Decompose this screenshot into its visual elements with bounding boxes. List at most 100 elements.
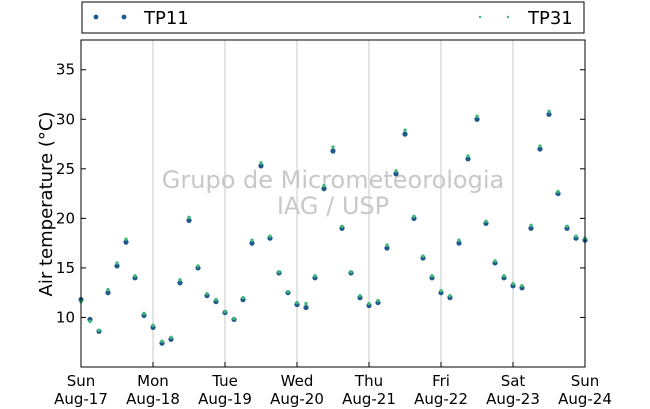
x-tick-label-day: Thu [354, 372, 383, 390]
y-tick-label: 30 [56, 110, 75, 128]
data-point-tp31 [385, 243, 389, 247]
data-point-tp31 [511, 282, 515, 286]
data-point-tp11 [105, 290, 111, 296]
data-point-tp11 [537, 146, 543, 152]
x-tick-label-date: Aug-22 [414, 390, 468, 408]
x-tick-label-day: Sat [501, 372, 526, 390]
data-point-tp11 [465, 156, 471, 162]
x-axis-ticks: SunAug-17MonAug-18TueAug-19WedAug-20ThuA… [54, 362, 612, 408]
x-tick-label-date: Aug-24 [558, 390, 612, 408]
legend-marker-tp11-a [93, 14, 99, 20]
data-point-tp31 [196, 264, 200, 268]
data-point-tp31 [421, 254, 425, 258]
x-tick-label-date: Aug-19 [198, 390, 252, 408]
data-point-tp11 [321, 186, 327, 192]
data-point-tp31 [178, 278, 182, 282]
data-point-tp31 [556, 189, 560, 194]
y-tick-label: 20 [56, 209, 75, 227]
data-point-tp11 [528, 225, 534, 231]
data-point-tp31 [187, 215, 191, 220]
x-tick-label-day: Wed [281, 372, 314, 390]
data-point-tp11 [123, 239, 129, 245]
watermark-line-2: IAG / USP [277, 192, 389, 220]
data-point-tp31 [214, 297, 218, 302]
x-tick-label-date: Aug-20 [270, 390, 324, 408]
data-point-tp31 [502, 274, 506, 278]
data-point-tp31 [133, 274, 137, 278]
data-point-tp31 [250, 238, 254, 242]
x-tick-label-date: Aug-21 [342, 390, 396, 408]
data-point-tp11 [258, 163, 264, 169]
data-point-tp31 [574, 234, 578, 238]
data-point-tp31 [277, 270, 281, 274]
data-point-tp31 [349, 270, 353, 274]
x-tick-label-day: Fri [432, 372, 450, 390]
plot-background [81, 40, 585, 367]
data-point-tp11 [456, 240, 462, 246]
data-point-tp31 [475, 114, 479, 119]
data-point-tp31 [295, 300, 299, 305]
data-point-tp31 [367, 301, 371, 306]
data-point-tp11 [474, 116, 480, 122]
y-tick-label: 15 [56, 259, 75, 277]
y-axis-ticks: 10 15 20 25 30 35 [56, 61, 585, 326]
data-point-tp31 [106, 288, 110, 292]
legend-marker-tp31-b [506, 15, 510, 19]
data-point-tp31 [538, 144, 542, 148]
data-point-tp11 [546, 111, 552, 117]
data-point-tp11 [393, 171, 399, 177]
data-point-tp11 [402, 131, 408, 137]
y-tick-label: 25 [56, 160, 75, 178]
x-tick-label-day: Sun [571, 372, 600, 390]
legend-label-tp31: TP31 [527, 8, 573, 29]
legend-marker-tp11-b [121, 14, 127, 20]
data-point-tp31 [88, 319, 92, 324]
data-point-tp31 [115, 261, 119, 265]
data-point-tp11 [177, 280, 183, 286]
data-point-tp31 [331, 145, 335, 149]
gridlines [152, 40, 514, 367]
data-point-tp31 [160, 339, 164, 343]
x-tick-label-day: Tue [211, 372, 238, 390]
series-tp31 [79, 109, 587, 343]
legend-box [81, 1, 585, 34]
x-tick-label-date: Aug-18 [126, 390, 180, 408]
data-point-tp31 [205, 291, 209, 296]
data-point-tp31 [232, 316, 236, 321]
data-point-tp31 [466, 154, 470, 158]
data-point-tp31 [151, 323, 155, 328]
data-point-tp11 [330, 148, 336, 154]
data-point-tp31 [241, 295, 245, 300]
data-point-tp31 [97, 328, 101, 333]
watermark-line-1: Grupo de Micrometeorologia [162, 166, 504, 194]
data-point-tp31 [376, 298, 380, 303]
data-point-tp31 [547, 109, 551, 114]
data-point-tp31 [520, 284, 524, 288]
data-point-tp31 [448, 293, 452, 298]
data-point-tp31 [124, 237, 128, 241]
legend-marker-tp31-a [478, 15, 482, 19]
data-point-tp31 [529, 223, 533, 227]
data-point-tp11 [249, 240, 255, 246]
legend-label-tp11: TP11 [143, 8, 189, 29]
y-tick-label: 35 [56, 61, 75, 79]
data-point-tp11 [114, 263, 120, 269]
x-tick-label-day: Mon [137, 372, 169, 390]
data-point-tp31 [322, 183, 326, 188]
data-point-tp31 [484, 219, 488, 224]
data-point-tp31 [394, 169, 398, 173]
data-point-tp31 [313, 274, 317, 278]
data-point-tp31 [358, 293, 362, 298]
plot-frame [80, 39, 586, 368]
data-point-tp31 [565, 224, 569, 228]
data-point-tp31 [493, 259, 497, 263]
data-point-tp31 [259, 161, 263, 165]
data-point-tp31 [412, 214, 416, 219]
data-point-tp31 [439, 289, 443, 293]
x-tick-label-date: Aug-23 [486, 390, 540, 408]
data-point-tp31 [304, 301, 308, 306]
data-point-tp31 [403, 128, 407, 132]
data-point-tp31 [430, 274, 434, 278]
data-point-tp31 [223, 309, 227, 314]
